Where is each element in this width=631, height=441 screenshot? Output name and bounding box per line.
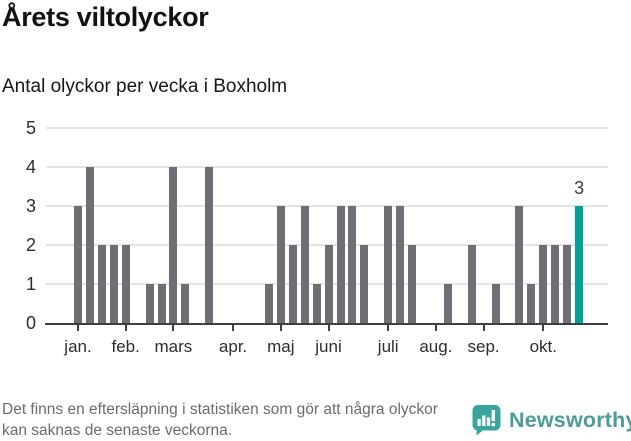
chart-subtitle: Antal olyckor per vecka i Boxholm — [2, 76, 288, 97]
bar-week-9 — [169, 167, 178, 323]
x-axis-tick-feb — [124, 325, 127, 331]
bar-week-36 — [491, 284, 500, 323]
bar-week-42 — [563, 245, 572, 323]
x-axis-tick-juni — [327, 325, 330, 331]
x-axis-label-apr: apr. — [218, 337, 248, 356]
bar-week-34 — [467, 245, 476, 323]
bar-week-5 — [121, 245, 130, 323]
x-axis-label-mars: mars — [154, 337, 193, 356]
x-axis-tick-jan — [77, 325, 79, 331]
x-axis-tick-sep — [482, 325, 485, 331]
bar-week-10 — [181, 284, 190, 323]
x-axis-label-juli: juli — [377, 337, 399, 356]
bar-week-3 — [97, 245, 106, 323]
x-axis-label-jan: jan. — [64, 337, 92, 356]
x-axis-tick-apr — [232, 325, 235, 331]
bar-week-7 — [145, 284, 154, 323]
highlight-value-label: 3 — [574, 178, 585, 198]
x-axis-tick-mars — [172, 325, 175, 331]
x-axis-tick-aug — [434, 325, 437, 331]
gridline-5 — [46, 127, 608, 129]
x-axis-tick-maj — [279, 325, 282, 331]
y-axis-label-0: 0 — [25, 313, 36, 333]
bar-week-25 — [360, 245, 369, 323]
y-axis-label-2: 2 — [25, 235, 36, 255]
footnote: Det finns en eftersläpning i statistiken… — [2, 401, 438, 439]
bar-week-12 — [205, 167, 214, 323]
x-axis-tick-okt — [542, 325, 545, 331]
bar-week-18 — [276, 206, 285, 323]
y-axis-label-1: 1 — [25, 274, 36, 294]
bar-week-40 — [539, 245, 548, 323]
x-axis-label-juni: juni — [315, 337, 342, 356]
bar-week-2 — [85, 167, 94, 323]
y-axis-label-3: 3 — [25, 196, 36, 216]
bar-week-41 — [551, 245, 560, 323]
x-axis-tick-juli — [387, 325, 390, 331]
x-axis-label-maj: maj — [267, 337, 295, 356]
bar-week-28 — [396, 206, 405, 323]
bar-week-17 — [264, 284, 273, 323]
bar-week-21 — [312, 284, 321, 323]
newsworthy-wordmark: Newsworthy — [509, 407, 631, 432]
x-axis-label-feb: feb. — [111, 337, 140, 356]
x-axis-label-okt: okt. — [529, 337, 557, 356]
bar-week-43 — [575, 206, 584, 323]
bar-week-22 — [324, 245, 333, 323]
bar-week-23 — [336, 206, 345, 323]
x-axis-label-aug: aug. — [419, 337, 453, 356]
y-axis-label-5: 5 — [25, 118, 36, 138]
bar-week-29 — [408, 245, 416, 323]
bar-week-8 — [157, 284, 166, 323]
y-axis-label-4: 4 — [25, 157, 36, 177]
x-axis-label-sep: sep. — [467, 337, 500, 356]
page-title: Årets viltolyckor — [2, 2, 209, 32]
newsworthy-icon — [472, 405, 501, 436]
bar-week-27 — [384, 206, 393, 323]
bar-week-32 — [443, 284, 452, 323]
bar-week-39 — [527, 284, 536, 323]
bar-week-24 — [348, 206, 357, 323]
gridline-4 — [46, 166, 608, 168]
bar-week-19 — [288, 245, 297, 323]
plot-area: 3 0 1 2 3 4 5 jan. feb. mars apr. maj juni juli aug. s… — [26, 118, 608, 356]
x-axis-line — [45, 323, 608, 325]
bar-week-4 — [109, 245, 118, 323]
bar-week-20 — [300, 206, 309, 323]
newsworthy-logo: Newsworthy — [472, 404, 631, 436]
bar-week-38 — [515, 206, 524, 323]
gridline-3 — [46, 205, 608, 207]
bar-week-1 — [74, 206, 82, 323]
